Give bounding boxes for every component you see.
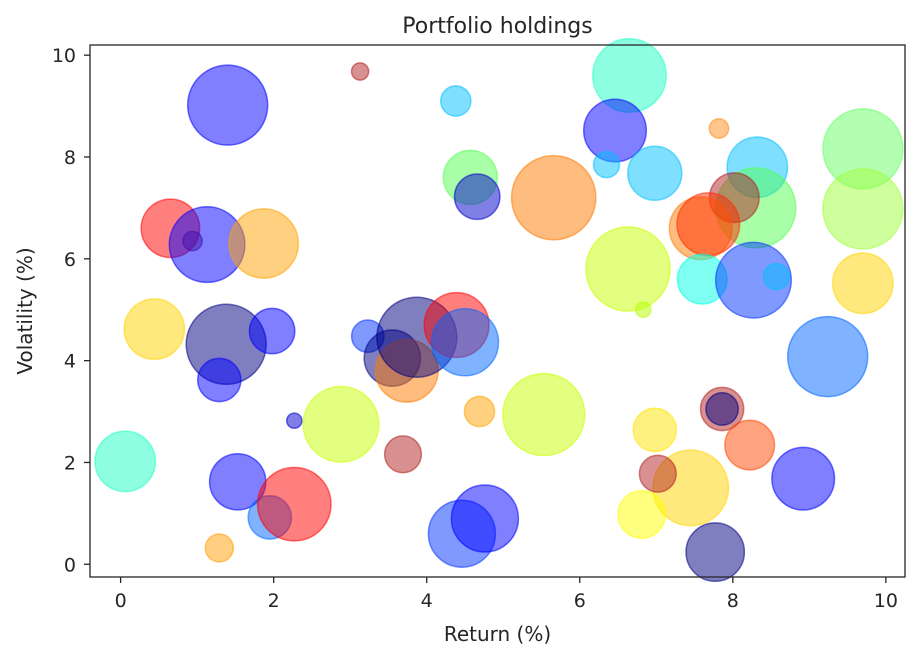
data-point	[634, 301, 652, 319]
data-point	[632, 407, 678, 453]
chart-title: Portfolio holdings	[402, 14, 592, 39]
data-point	[383, 435, 423, 474]
data-point	[724, 419, 776, 471]
y-tick-label: 0	[64, 554, 76, 576]
data-point	[228, 208, 300, 279]
data-point	[786, 315, 869, 398]
data-point	[463, 395, 496, 428]
data-point	[123, 298, 186, 361]
data-point	[430, 308, 500, 377]
x-axis-label: Return (%)	[444, 622, 551, 646]
x-tick-label: 4	[421, 590, 433, 612]
data-point	[248, 307, 296, 355]
y-tick-label: 2	[64, 452, 76, 474]
data-point	[771, 446, 836, 511]
x-tick-label: 10	[874, 590, 898, 612]
data-point	[708, 118, 730, 139]
data-point	[94, 430, 157, 493]
data-point	[714, 241, 793, 319]
x-tick-label: 0	[115, 590, 127, 612]
data-point	[453, 173, 501, 221]
x-tick-label: 8	[727, 590, 739, 612]
data-point	[439, 85, 472, 117]
data-point	[256, 466, 332, 542]
data-point	[762, 262, 791, 291]
data-point	[822, 168, 904, 250]
data-point	[705, 392, 740, 426]
data-point	[585, 226, 671, 312]
data-point	[502, 372, 586, 457]
data-point	[285, 412, 303, 430]
y-tick-label: 8	[64, 147, 76, 169]
y-tick-label: 4	[64, 351, 76, 373]
data-point	[685, 522, 746, 583]
data-point	[302, 385, 380, 463]
y-axis-label: Volatility (%)	[13, 247, 37, 374]
plot-frame	[89, 44, 906, 578]
x-tick-label: 6	[574, 590, 586, 612]
data-point	[676, 192, 741, 257]
data-point	[186, 64, 269, 146]
data-point	[831, 252, 894, 315]
data-point	[592, 150, 621, 179]
data-point	[510, 154, 597, 241]
data-point	[350, 62, 370, 81]
y-tick-label: 6	[64, 249, 76, 271]
y-tick-label: 10	[52, 45, 76, 67]
data-point	[638, 454, 677, 493]
axes-layer: 0 2 4 6 8 10 0 2 4 6 8 10	[52, 44, 906, 612]
points-layer	[94, 38, 904, 583]
data-point	[450, 484, 520, 553]
data-point	[617, 489, 667, 539]
data-point	[627, 145, 683, 202]
data-point	[204, 533, 235, 563]
x-tick-label: 2	[268, 590, 280, 612]
data-point	[196, 357, 242, 403]
